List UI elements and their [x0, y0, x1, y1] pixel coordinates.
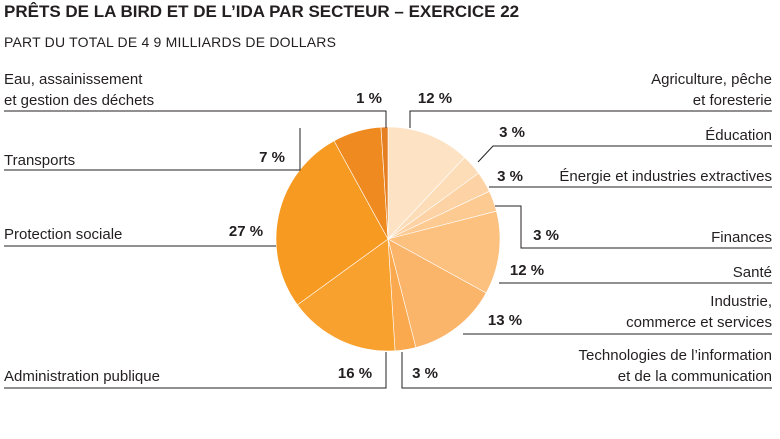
slice-label-4-line-0: Santé: [733, 264, 772, 281]
slice-label-0-line-0: Agriculture, pêche: [651, 71, 772, 88]
slice-percent-5: 13 %: [488, 312, 522, 329]
slice-label-9-line-0: Transports: [4, 152, 75, 169]
pie-slice-8: [275, 140, 389, 306]
slice-label-7-line-0: Administration publique: [4, 368, 160, 385]
leader-line-6: [401, 352, 772, 389]
chart-subtitle: PART DU TOTAL DE 4 9 MILLIARDS DE DOLLAR…: [4, 34, 336, 50]
slice-percent-10: 1 %: [356, 90, 382, 107]
slice-label-2-line-0: Énergie et industries extractives: [559, 168, 772, 185]
slice-label-0-line-1: et foresterie: [693, 92, 772, 109]
slice-percent-0: 12 %: [418, 90, 452, 107]
slice-percent-3: 3 %: [533, 227, 559, 244]
leader-line-1: [477, 145, 772, 163]
slice-label-10-line-0: Eau, assainissement: [4, 71, 143, 88]
slice-label-1-line-0: Éducation: [705, 127, 772, 144]
slice-percent-7: 16 %: [338, 365, 372, 382]
pie-slice-5: [387, 238, 487, 348]
leader-line-7: [4, 352, 387, 389]
slice-label-5-line-0: Industrie,: [710, 293, 772, 310]
slice-label-6-line-1: et de la communication: [618, 368, 772, 385]
leader-line-10: [4, 110, 387, 128]
pie-slice-4: [387, 210, 501, 294]
leader-line-9: [4, 128, 301, 171]
slice-percent-4: 12 %: [510, 262, 544, 279]
pie-slice-10: [380, 126, 389, 240]
chart-title: PRÊTS DE LA BIRD ET DE L’IDA PAR SECTEUR…: [4, 2, 519, 21]
leader-line-3: [495, 205, 772, 249]
slice-percent-2: 3 %: [497, 168, 523, 185]
leader-line-0: [409, 110, 772, 128]
slice-percent-8: 27 %: [229, 223, 263, 240]
slice-label-3-line-0: Finances: [711, 229, 772, 246]
slice-percent-6: 3 %: [412, 365, 438, 382]
slice-label-5-line-1: commerce et services: [626, 314, 772, 331]
slice-percent-1: 3 %: [499, 124, 525, 141]
slice-label-8-line-0: Protection sociale: [4, 226, 122, 243]
slice-label-10-line-1: et gestion des déchets: [4, 92, 154, 109]
pie-slice-0: [387, 126, 466, 240]
pie-slice-7: [296, 238, 396, 352]
slice-percent-9: 7 %: [259, 149, 285, 166]
slice-label-6-line-0: Technologies de l’information: [579, 347, 772, 364]
